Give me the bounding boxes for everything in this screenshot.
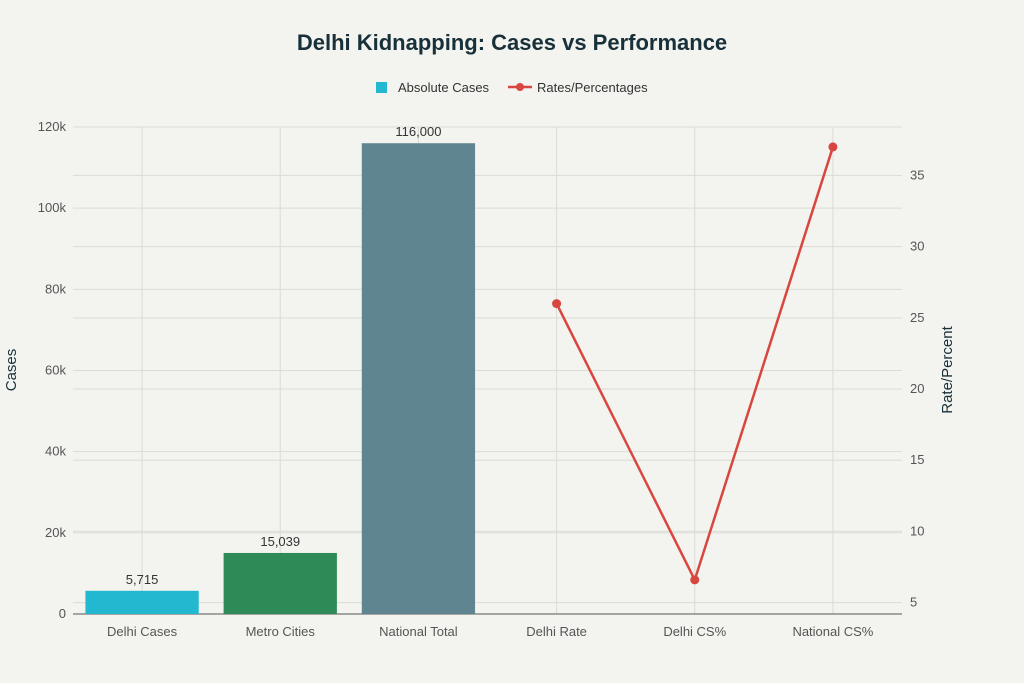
bar — [85, 590, 199, 614]
rate-point — [828, 142, 838, 152]
y-tick-label-right: 15 — [910, 452, 924, 467]
y-tick-label-left: 80k — [45, 281, 66, 296]
grid — [73, 126, 902, 615]
y-axis-title-left: Cases — [3, 349, 20, 392]
legend-label-rates: Rates/Percentages — [537, 80, 648, 95]
y-tick-label-right: 25 — [910, 310, 924, 325]
y-tick-label-left: 40k — [45, 444, 66, 459]
y-tick-label-right: 10 — [910, 523, 924, 538]
rate-point — [552, 299, 562, 309]
chart-title: Delhi Kidnapping: Cases vs Performance — [297, 30, 727, 55]
x-tick-label: Metro Cities — [246, 624, 316, 639]
x-tick-label: National Total — [379, 624, 458, 639]
rate-line — [552, 142, 838, 585]
rate-point — [690, 575, 700, 585]
y-tick-label-right: 35 — [910, 167, 924, 182]
bar — [361, 143, 476, 614]
bar-data-label: 5,715 — [126, 572, 159, 587]
x-tick-label: Delhi CS% — [663, 624, 726, 639]
y-tick-label-left: 0 — [59, 606, 66, 621]
tick-labels: 0 20k 40k 60k 80k 100k 120k 5 10 15 20 25 30 35 Delhi … — [38, 119, 925, 639]
bar-data-label: 15,039 — [260, 534, 300, 549]
y-tick-label-left: 100k — [38, 200, 67, 215]
y-axis-title-right: Rate/Percent — [939, 325, 956, 413]
y-tick-label-right: 30 — [910, 239, 924, 254]
y-tick-label-left: 120k — [38, 119, 67, 134]
x-tick-label: Delhi Cases — [107, 624, 178, 639]
y-tick-label-left: 60k — [45, 363, 66, 378]
x-tick-label: National CS% — [792, 624, 873, 639]
y-tick-label-right: 20 — [910, 381, 924, 396]
y-tick-label-right: 5 — [910, 595, 917, 610]
bar — [223, 552, 337, 614]
y-tick-label-left: 20k — [45, 525, 66, 540]
legend: Absolute Cases Rates/Percentages — [376, 80, 648, 95]
legend-swatch-absolute-cases — [376, 82, 387, 93]
x-tick-label: Delhi Rate — [526, 624, 587, 639]
legend-label-absolute-cases: Absolute Cases — [398, 80, 490, 95]
bar-data-label: 116,000 — [395, 124, 441, 139]
legend-marker-rates — [516, 83, 524, 91]
bars — [85, 143, 476, 614]
